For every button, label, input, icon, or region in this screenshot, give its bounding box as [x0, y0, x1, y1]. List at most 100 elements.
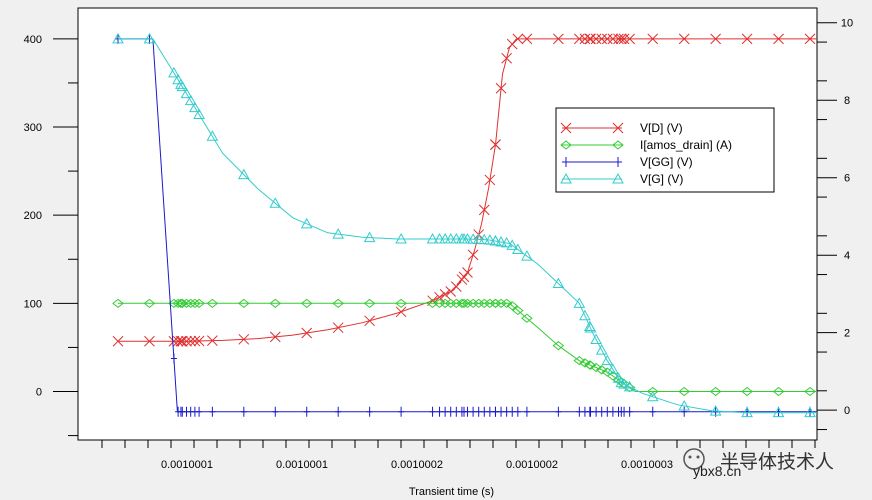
- point-marker: [512, 33, 524, 45]
- point-marker: [521, 313, 533, 323]
- point-marker: [560, 122, 572, 134]
- point-marker: [573, 297, 586, 308]
- point-marker: [301, 327, 313, 339]
- point-marker: [587, 406, 594, 417]
- point-marker: [300, 298, 313, 308]
- point-marker: [709, 405, 722, 416]
- point-marker: [573, 33, 585, 45]
- point-marker: [207, 335, 218, 346]
- y-left-tick-label: 0: [36, 387, 42, 399]
- point-marker: [804, 386, 816, 397]
- point-marker: [509, 406, 516, 417]
- point-marker: [560, 140, 572, 150]
- point-marker: [172, 298, 184, 308]
- point-marker: [804, 33, 816, 45]
- point-marker: [489, 298, 502, 308]
- point-marker: [609, 406, 616, 417]
- point-marker: [615, 157, 621, 167]
- point-marker: [206, 298, 219, 308]
- point-marker: [366, 406, 373, 417]
- series-triangle: [112, 32, 817, 418]
- x-tick-label: 0.0010002: [506, 459, 558, 471]
- point-marker: [300, 217, 313, 229]
- point-marker: [478, 204, 490, 216]
- point-marker: [804, 406, 816, 418]
- point-marker: [593, 406, 600, 417]
- point-marker: [272, 406, 279, 417]
- point-marker: [189, 101, 201, 113]
- point-marker: [772, 406, 785, 418]
- point-marker: [601, 33, 613, 45]
- point-marker: [184, 94, 197, 106]
- point-marker: [433, 232, 446, 244]
- point-marker: [172, 335, 184, 347]
- point-marker: [442, 406, 449, 417]
- point-marker: [741, 33, 753, 45]
- point-marker: [563, 157, 569, 167]
- point-marker: [143, 32, 156, 44]
- point-marker: [595, 344, 608, 355]
- point-marker: [189, 298, 201, 308]
- point-marker: [180, 298, 193, 308]
- wechat-icon-eye-left: [688, 455, 692, 459]
- point-marker: [481, 406, 488, 417]
- point-marker: [484, 174, 496, 186]
- point-marker: [143, 298, 156, 308]
- point-marker: [193, 108, 205, 120]
- point-marker: [209, 406, 216, 417]
- point-marker: [552, 277, 565, 289]
- point-marker: [521, 33, 533, 45]
- point-marker: [193, 298, 205, 308]
- legend-label: V[G] (V): [640, 172, 683, 186]
- point-marker: [238, 298, 250, 308]
- point-marker: [168, 66, 180, 78]
- point-marker: [626, 406, 633, 417]
- series-layer: [112, 32, 817, 418]
- point-marker: [112, 32, 124, 44]
- point-marker: [576, 406, 583, 417]
- point-marker: [596, 33, 608, 45]
- point-marker: [741, 386, 753, 397]
- point-marker: [193, 335, 205, 347]
- x-tick-label: 0.0010001: [161, 459, 213, 471]
- point-marker: [395, 232, 407, 244]
- point-marker: [168, 335, 180, 347]
- point-marker: [426, 232, 439, 244]
- point-marker: [206, 130, 219, 141]
- point-marker: [112, 335, 124, 347]
- point-marker: [434, 291, 445, 303]
- point-marker: [495, 235, 507, 247]
- point-marker: [363, 298, 376, 308]
- point-marker: [584, 322, 597, 333]
- point-marker: [649, 406, 656, 417]
- point-marker: [573, 356, 586, 366]
- point-marker: [500, 298, 513, 308]
- point-marker: [475, 406, 482, 417]
- point-marker: [444, 232, 457, 244]
- point-marker: [303, 406, 310, 417]
- y-left-tick-label: 300: [24, 122, 42, 134]
- x-tick-label: 0.0010002: [391, 459, 443, 471]
- point-marker: [621, 406, 628, 417]
- point-marker: [772, 386, 785, 397]
- legend: V[D] (V) I[amos_drain] (A) V[GG] (V) V[G] (…: [555, 107, 775, 193]
- point-marker: [470, 406, 477, 417]
- point-marker: [237, 168, 250, 180]
- plot-area: [77, 7, 818, 441]
- point-marker: [332, 228, 345, 239]
- point-marker: [447, 406, 454, 417]
- point-marker: [112, 298, 124, 308]
- wechat-icon: [683, 448, 705, 470]
- point-marker: [450, 298, 463, 308]
- point-marker: [595, 365, 608, 375]
- point-marker: [773, 33, 784, 45]
- series-line: [118, 38, 817, 342]
- point-marker: [478, 298, 491, 308]
- point-marker: [486, 406, 493, 417]
- point-marker: [612, 172, 624, 184]
- point-marker: [181, 335, 192, 347]
- legend-label: V[D] (V): [640, 121, 683, 135]
- point-marker: [553, 33, 564, 45]
- point-marker: [458, 298, 470, 308]
- point-marker: [647, 33, 659, 45]
